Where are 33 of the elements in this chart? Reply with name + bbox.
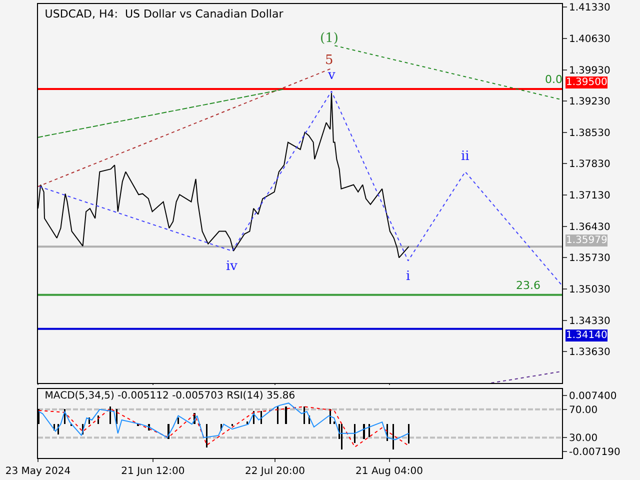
annotation: 5 (325, 53, 334, 68)
annotation: (1) (320, 31, 338, 46)
annotation: ii (461, 149, 470, 164)
ref-line-label: 1.34140 (566, 330, 608, 341)
y-tick-label: 0.007400 (569, 390, 617, 402)
y-tick-label: 1.39230 (569, 96, 610, 108)
y-tick-label: 1.37830 (569, 159, 610, 170)
y-tick-label: 1.39930 (569, 65, 610, 76)
x-tick-label: 21 Jun 12:00 (121, 466, 185, 477)
ref-line-label: 1.35979 (566, 235, 608, 246)
y2-tick-label: 70.00 (569, 404, 598, 416)
x-tick-label: 23 May 2024 (5, 466, 71, 477)
annotation: i (406, 269, 410, 284)
y-tick-label: 1.37130 (569, 190, 610, 202)
y-tick-label: 1.36430 (569, 222, 610, 233)
y-tick-label: 1.35730 (569, 253, 610, 264)
y-tick-label: 1.33630 (569, 347, 610, 358)
y-tick-label: 1.40630 (569, 34, 610, 45)
y-tick-label: 1.38530 (569, 128, 610, 139)
annotation: iv (226, 259, 238, 274)
chart-title: USDCAD, H4: US Dollar vs Canadian Dollar (44, 7, 284, 20)
y2-tick-label: 30.00 (569, 433, 598, 444)
x-tick-label: 21 Aug 04:00 (356, 466, 423, 477)
annotation: 23.6 (516, 279, 540, 292)
y-tick-label: 1.34330 (569, 316, 610, 327)
annotation: 0.0 (545, 73, 562, 86)
y-tick-label: 1.35030 (569, 284, 610, 296)
y-tick-label: 1.41330 (569, 2, 610, 14)
y-tick-label: -0.007190 (569, 447, 620, 458)
chart-title: MACD(5,34,5) -0.005112 -0.005703 RSI(14) 35.86 (44, 390, 296, 402)
x-tick-label: 22 Jul 20:00 (245, 466, 305, 477)
ref-line-label: 1.39500 (566, 77, 608, 88)
annotation: v (327, 68, 336, 83)
